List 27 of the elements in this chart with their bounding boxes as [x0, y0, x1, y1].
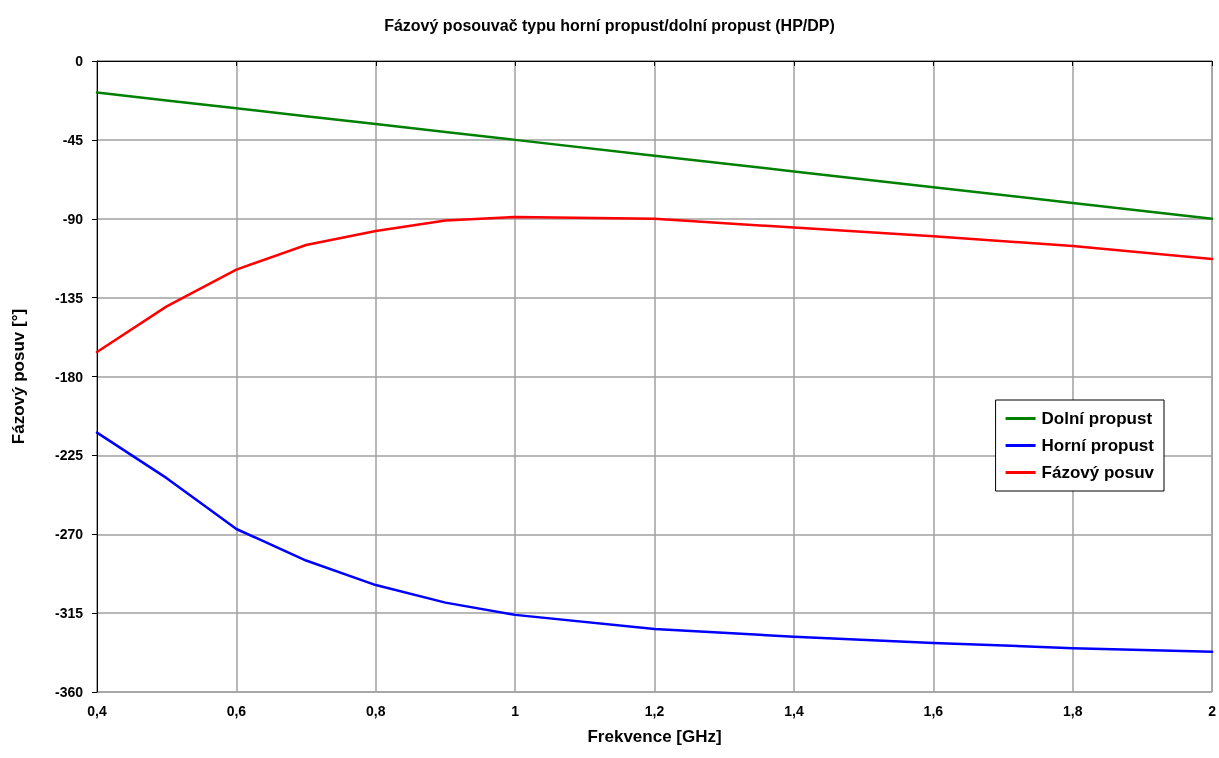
legend-label: Horní propust — [1041, 436, 1155, 455]
y-tick-label: -90 — [62, 210, 84, 227]
y-tick-label: -180 — [54, 368, 84, 385]
x-tick-label: 1,4 — [784, 703, 804, 719]
line-series — [95, 91, 1214, 220]
y-axis-title: Fázový posuv [°] — [9, 308, 28, 445]
line-series — [95, 215, 1214, 354]
x-tick-label: 1,6 — [923, 703, 944, 719]
chart-title: Fázový posouvač typu horní propust/dolní propust (HP/DP) — [384, 16, 835, 34]
y-tick-label: -270 — [54, 526, 84, 543]
y-tick-label: -315 — [54, 605, 84, 622]
x-tick-label: 1,2 — [644, 703, 665, 719]
x-tick-label: 0,4 — [87, 703, 107, 719]
x-tick-label: 1,8 — [1062, 703, 1083, 719]
y-tick-label: -360 — [54, 684, 84, 700]
legend-label: Dolní propust — [1041, 409, 1153, 428]
x-tick-label: 0,8 — [366, 703, 386, 719]
y-tick-label: -225 — [54, 447, 84, 464]
x-tick-label: 1 — [511, 703, 520, 719]
y-tick-label: 0 — [75, 53, 84, 69]
x-tick-label: 0,6 — [226, 703, 247, 719]
y-tick-label: -45 — [62, 131, 84, 148]
line-series — [95, 431, 1214, 653]
y-tick-label: -135 — [54, 289, 84, 306]
x-tick-label: 2 — [1208, 703, 1217, 719]
x-axis-title: Frekvence [GHz] — [587, 727, 722, 746]
legend-label: Fázový posuv — [1041, 463, 1155, 482]
